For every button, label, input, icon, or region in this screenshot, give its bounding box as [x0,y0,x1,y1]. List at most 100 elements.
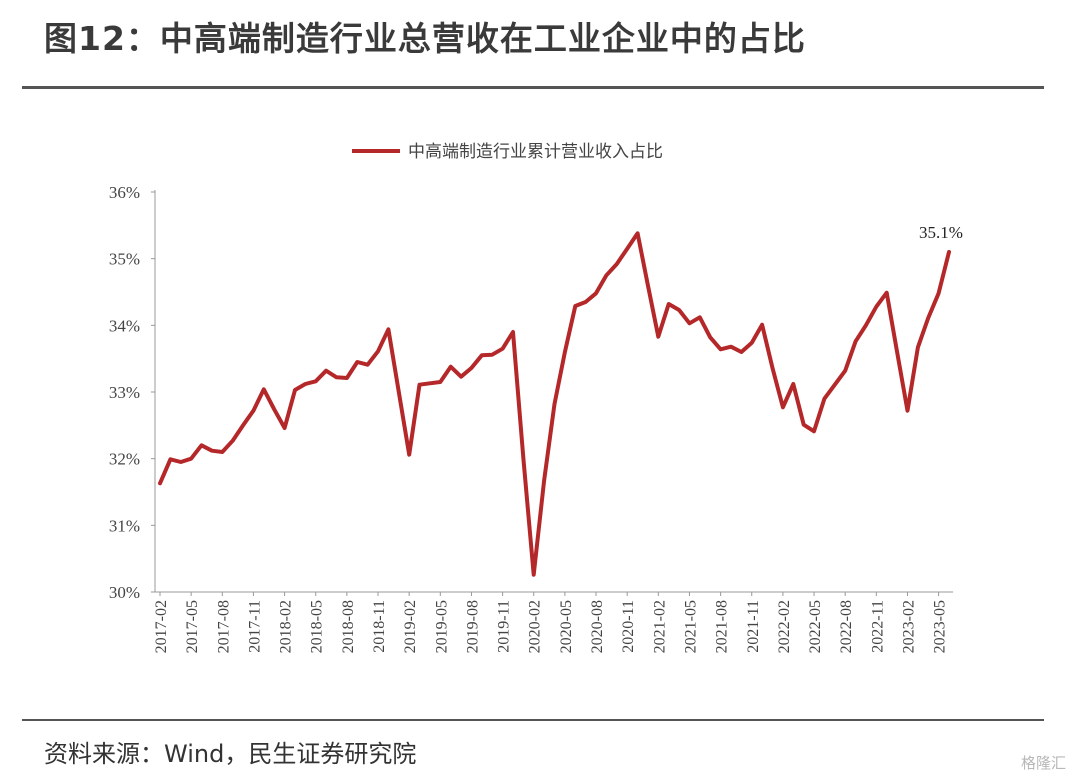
data-point [293,388,297,392]
data-point [356,360,359,364]
data-point [844,369,847,372]
x-axis-ticks: 2017-02 2017-05 2017-08 2017-11 2018-02 2018-… [153,592,949,653]
x-tick-label: 2019-08 [464,600,481,653]
data-point [937,292,940,295]
data-point [532,573,535,576]
x-tick-label: 2020-08 [589,600,606,653]
data-point [709,336,712,339]
data-point [626,247,629,250]
x-tick-label: 2020-05 [558,600,575,653]
data-point [740,350,743,354]
data-point [864,324,868,327]
data-point [812,430,816,433]
data-point [491,353,494,356]
data-point [947,250,951,254]
series-group [158,231,951,577]
data-point [262,388,265,391]
x-tick-label: 2022-08 [838,600,855,653]
data-point [387,328,390,331]
source-note: 资料来源：Wind，民生证券研究院 [44,740,417,768]
data-point [200,444,203,447]
legend-label: 中高端制造行业累计营业收入占比 [408,142,663,161]
watermark-logo: 格隆汇 [1020,754,1066,772]
data-point [158,482,162,485]
data-point [169,458,172,461]
data-point [273,408,276,411]
x-tick-label: 2018-11 [371,600,388,653]
data-point [729,345,733,348]
data-point [522,457,525,460]
x-tick-label: 2020-11 [620,600,637,653]
data-point [283,426,286,430]
data-point [792,382,795,386]
data-point [760,323,764,326]
x-tick-label: 2021-11 [745,600,762,653]
data-point [179,460,182,464]
data-point [854,340,857,343]
figure-title: 图12：中高端制造行业总营收在工业企业中的占比 [44,19,806,58]
data-point [189,457,193,460]
last-value-label: 35.1% [919,223,963,242]
data-point [459,375,463,378]
data-point [698,316,701,319]
chart-axes [154,190,953,593]
data-point [875,305,878,308]
x-tick-label: 2019-05 [433,600,450,653]
data-point [241,424,245,427]
data-point [428,382,432,385]
data-point [636,232,639,235]
data-point [501,347,504,350]
data-point [895,350,899,354]
data-point [335,376,338,379]
data-point [802,423,805,426]
data-point [470,366,473,370]
data-point [771,366,774,370]
data-point [885,291,888,294]
data-point [719,348,722,351]
x-tick-label: 2022-02 [776,600,793,653]
data-point [480,354,483,357]
bottom-rule [22,719,1044,721]
data-point [376,350,380,353]
data-point [345,376,349,380]
x-tick-label: 2018-08 [340,600,357,653]
y-tick-label: 36% [109,183,140,202]
data-point [667,302,670,306]
x-tick-label: 2019-02 [402,600,419,653]
y-tick-label: 30% [109,583,140,602]
y-tick-label: 34% [109,316,140,335]
data-point [408,453,411,456]
top-rule [22,86,1044,89]
chart-legend: 中高端制造行业累计营业收入占比 [352,142,663,161]
data-point [511,330,515,334]
x-tick-label: 2021-02 [651,600,668,653]
x-tick-label: 2019-11 [496,600,513,653]
data-point [688,322,691,325]
y-tick-label: 31% [109,516,140,535]
x-tick-label: 2018-05 [309,600,326,653]
data-point [677,308,681,312]
data-point [221,450,224,454]
data-point [574,304,577,308]
data-point [833,383,836,386]
data-point [823,397,826,400]
x-tick-label: 2021-05 [682,600,699,653]
x-tick-label: 2021-08 [714,600,731,653]
x-tick-label: 2023-02 [900,600,917,653]
data-point [439,380,442,384]
data-point [366,363,369,366]
data-point [916,346,920,349]
data-point [210,449,214,452]
data-point [563,350,567,354]
y-axis-ticks: 30% 31% 32% 33% 34% 35% 36% [109,183,155,602]
data-point [615,262,618,266]
y-tick-label: 32% [109,450,140,469]
x-tick-label: 2023-05 [932,600,949,653]
x-tick-label: 2017-02 [153,600,170,653]
y-tick-label: 33% [109,383,140,402]
x-tick-label: 2017-11 [246,600,263,653]
data-point [584,300,587,304]
x-tick-label: 2018-02 [278,600,295,653]
x-tick-label: 2020-02 [527,600,544,653]
line-chart: 中高端制造行业累计营业收入占比 30% 31% 32% 33% 34% 35% 36% 20… [109,142,963,653]
